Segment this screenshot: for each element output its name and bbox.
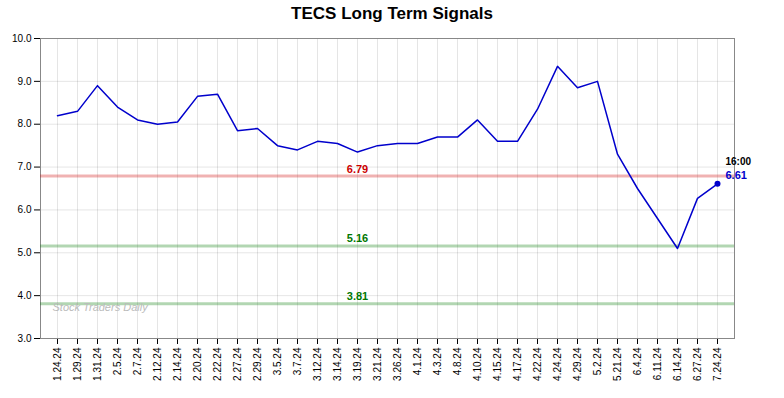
- svg-text:4.24.24: 4.24.24: [552, 347, 563, 381]
- svg-text:2.27.24: 2.27.24: [232, 347, 243, 381]
- svg-text:2.5.24: 2.5.24: [112, 347, 123, 375]
- svg-text:4.10.24: 4.10.24: [472, 347, 483, 381]
- svg-text:6.27.24: 6.27.24: [692, 347, 703, 381]
- svg-text:4.3.24: 4.3.24: [432, 347, 443, 375]
- svg-text:4.0: 4.0: [18, 290, 32, 301]
- svg-text:4.29.24: 4.29.24: [572, 347, 583, 381]
- svg-text:2.7.24: 2.7.24: [132, 347, 143, 375]
- svg-text:3.0: 3.0: [18, 333, 32, 344]
- svg-text:2.29.24: 2.29.24: [252, 347, 263, 381]
- html-text:TECS Long Term Signals: TECS Long Term Signals: [291, 4, 493, 23]
- svg-text:5.16: 5.16: [347, 232, 368, 244]
- svg-text:3.12.24: 3.12.24: [312, 347, 323, 381]
- svg-text:2.20.24: 2.20.24: [192, 347, 203, 381]
- svg-text:1.29.24: 1.29.24: [72, 347, 83, 381]
- svg-text:3.7.24: 3.7.24: [292, 347, 303, 375]
- svg-text:3.81: 3.81: [347, 290, 368, 302]
- svg-text:7.24.24: 7.24.24: [712, 347, 723, 381]
- svg-text:9.0: 9.0: [18, 76, 32, 87]
- svg-text:4.8.24: 4.8.24: [452, 347, 463, 375]
- svg-text:2.14.24: 2.14.24: [172, 347, 183, 381]
- svg-text:6.4.24: 6.4.24: [632, 347, 643, 375]
- svg-text:4.22.24: 4.22.24: [532, 347, 543, 381]
- svg-text:6.79: 6.79: [347, 163, 368, 175]
- svg-text:3.21.24: 3.21.24: [372, 347, 383, 381]
- svg-text:3.19.24: 3.19.24: [352, 347, 363, 381]
- svg-text:4.15.24: 4.15.24: [492, 347, 503, 381]
- svg-text:10.0: 10.0: [12, 33, 32, 44]
- svg-text:1.24.24: 1.24.24: [52, 347, 63, 381]
- svg-text:16:00: 16:00: [726, 156, 752, 167]
- svg-text:6.61: 6.61: [726, 169, 747, 181]
- svg-text:4.1.24: 4.1.24: [412, 347, 423, 375]
- svg-text:4.17.24: 4.17.24: [512, 347, 523, 381]
- svg-text:3.14.24: 3.14.24: [332, 347, 343, 381]
- svg-text:6.11.24: 6.11.24: [652, 347, 663, 380]
- svg-text:3.5.24: 3.5.24: [272, 347, 283, 375]
- svg-text:1.31.24: 1.31.24: [92, 347, 103, 381]
- svg-text:8.0: 8.0: [18, 118, 32, 129]
- svg-text:6.0: 6.0: [18, 204, 32, 215]
- svg-text:5.2.24: 5.2.24: [592, 347, 603, 375]
- svg-text:2.12.24: 2.12.24: [152, 347, 163, 381]
- svg-text:2.22.24: 2.22.24: [212, 347, 223, 381]
- svg-text:7.0: 7.0: [18, 161, 32, 172]
- svg-text:6.14.24: 6.14.24: [672, 347, 683, 381]
- svg-text:5.21.24: 5.21.24: [612, 347, 623, 381]
- svg-text:Stock Traders Daily: Stock Traders Daily: [53, 301, 150, 313]
- svg-text:3.26.24: 3.26.24: [392, 347, 403, 381]
- svg-text:5.0: 5.0: [18, 247, 32, 258]
